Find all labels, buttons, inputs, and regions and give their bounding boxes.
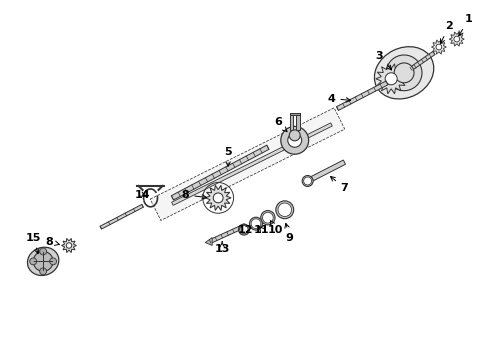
Ellipse shape (374, 47, 434, 99)
Polygon shape (62, 238, 76, 253)
Text: 9: 9 (285, 224, 294, 243)
Text: 14: 14 (135, 190, 150, 200)
Text: 7: 7 (331, 176, 348, 193)
Circle shape (289, 130, 300, 141)
Text: 3: 3 (375, 51, 392, 70)
Polygon shape (297, 135, 301, 145)
Ellipse shape (27, 247, 59, 275)
Polygon shape (309, 160, 345, 182)
Polygon shape (337, 81, 388, 111)
Polygon shape (296, 113, 300, 130)
Polygon shape (290, 113, 293, 130)
Polygon shape (376, 64, 407, 94)
Text: 15: 15 (25, 233, 41, 254)
Polygon shape (150, 108, 345, 220)
Circle shape (278, 203, 292, 216)
Circle shape (281, 126, 309, 154)
Polygon shape (209, 224, 246, 243)
Circle shape (49, 258, 56, 265)
Polygon shape (410, 51, 435, 71)
Polygon shape (172, 145, 269, 200)
Circle shape (249, 217, 263, 230)
Polygon shape (205, 185, 231, 211)
Polygon shape (431, 40, 446, 54)
Circle shape (213, 193, 223, 203)
Text: 8: 8 (45, 237, 59, 247)
Text: 10: 10 (268, 221, 284, 235)
Text: 8: 8 (181, 190, 206, 200)
Circle shape (288, 133, 302, 147)
Circle shape (239, 224, 249, 235)
Text: 1: 1 (459, 14, 472, 36)
Circle shape (33, 251, 53, 271)
Text: 13: 13 (215, 242, 230, 255)
Circle shape (251, 219, 261, 229)
Polygon shape (449, 32, 464, 46)
Circle shape (240, 226, 248, 234)
Text: 5: 5 (224, 147, 232, 166)
Circle shape (454, 36, 460, 42)
Polygon shape (205, 238, 212, 246)
Polygon shape (172, 123, 332, 205)
Circle shape (66, 243, 72, 248)
Circle shape (302, 176, 313, 186)
Text: 11: 11 (254, 225, 270, 235)
Circle shape (261, 211, 275, 225)
Text: 4: 4 (328, 94, 350, 104)
Circle shape (30, 258, 37, 265)
Text: 12: 12 (237, 225, 253, 235)
Text: 2: 2 (441, 21, 453, 44)
Polygon shape (290, 113, 300, 114)
Circle shape (276, 201, 294, 219)
Text: 6: 6 (274, 117, 287, 132)
Circle shape (436, 44, 442, 50)
Circle shape (385, 73, 397, 85)
Circle shape (40, 248, 47, 255)
Circle shape (304, 177, 312, 185)
Circle shape (40, 268, 47, 275)
Polygon shape (100, 204, 143, 229)
Circle shape (394, 63, 414, 83)
Circle shape (263, 212, 273, 223)
Polygon shape (288, 135, 293, 145)
Circle shape (386, 55, 422, 91)
